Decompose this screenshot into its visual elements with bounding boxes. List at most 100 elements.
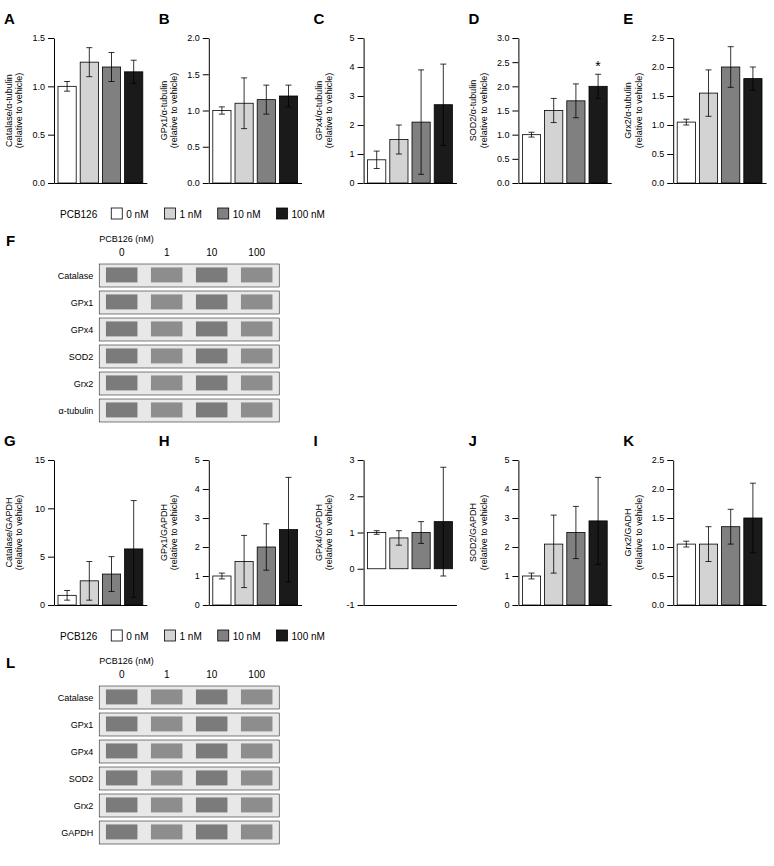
bar (589, 86, 607, 183)
y-tick-label: 1.5 (187, 70, 200, 80)
error-bar (64, 82, 70, 92)
blot-band (106, 267, 138, 282)
y-tick: 2.5 (652, 33, 674, 43)
blot-band (106, 375, 138, 390)
y-tick-mark (203, 460, 209, 461)
bar (213, 576, 231, 605)
blot-band (196, 689, 228, 704)
blot-header: PCB126 (nM) (99, 656, 154, 666)
error-bar (109, 53, 115, 82)
y-tick-label: 0.0 (497, 178, 510, 188)
bar (80, 62, 98, 183)
error-bar (528, 132, 534, 137)
x-axis-line (364, 183, 457, 184)
y-tick-mark (203, 183, 209, 184)
y-label: Grx2/α-tubulin(relative to vehicle) (623, 73, 643, 149)
y-tick: 15 (35, 455, 54, 465)
y-tick-label: 5 (504, 455, 509, 465)
y-tick-label: 1.0 (497, 130, 510, 140)
y-tick-label: 0 (504, 600, 509, 610)
error-bar (750, 483, 756, 553)
y-tick-mark (667, 605, 673, 606)
y-tick: 5 (195, 455, 209, 465)
y-tick: 1.0 (652, 542, 674, 552)
blot-band (241, 743, 273, 758)
error-bar (286, 85, 292, 107)
y-tick-label: 1.5 (652, 91, 665, 101)
y-axis: 0.00.51.01.52.02.5 (652, 33, 674, 188)
blot-band (151, 375, 183, 390)
blot-column-label: 10 (206, 247, 218, 258)
panel-label: H (159, 432, 170, 449)
blot-band (241, 321, 273, 336)
y-tick-mark (358, 605, 364, 606)
error-bar (86, 562, 92, 601)
blot-band (196, 267, 228, 282)
blot-row-label: GAPDH (61, 828, 93, 838)
legend-label: 1 nM (179, 209, 201, 220)
y-tick-label: 0 (350, 178, 355, 188)
y-label: Grx2/GADH(relative to vehicle) (623, 495, 643, 571)
x-axis (209, 183, 302, 184)
blot-column-label: 100 (248, 247, 265, 258)
y-tick-label: 2 (504, 542, 509, 552)
blot-band (241, 797, 273, 812)
y-tick-label: 0.5 (652, 571, 665, 581)
legend-label: 0 nM (126, 209, 148, 220)
blot-band (151, 797, 183, 812)
y-tick: 1.5 (652, 513, 674, 523)
y-tick-label: 3 (195, 513, 200, 523)
blot-band (106, 294, 138, 309)
y-tick-label: 10 (35, 504, 45, 514)
y-tick: 5 (40, 552, 54, 562)
blot-band (106, 689, 138, 704)
y-tick: 4 (350, 62, 364, 72)
error-bar (705, 527, 711, 562)
error-bar (131, 501, 137, 598)
y-tick: 1 (350, 149, 364, 159)
error-bar (241, 535, 247, 587)
y-tick: -1 (347, 600, 364, 610)
y-tick: 2.0 (652, 484, 674, 494)
y-tick-mark (203, 38, 209, 39)
y-axis: 012345 (504, 455, 519, 610)
error-bar (551, 515, 557, 573)
y-axis-line (54, 39, 55, 184)
error-bar (595, 477, 601, 564)
y-tick: 0.5 (652, 149, 674, 159)
y-label: GPx1/GAPDH(relative to vehicle) (159, 495, 179, 571)
legend-label: 10 nM (233, 209, 261, 220)
bar-panel: 0.00.51.01.52.0GPx1/α-tubulin(relative t… (159, 10, 302, 188)
y-tick-label: 2.0 (497, 82, 510, 92)
y-tick: 1.5 (652, 91, 674, 101)
blot-band (151, 770, 183, 785)
y-tick: 10 (35, 504, 54, 514)
blot-band (106, 321, 138, 336)
x-axis-line (55, 605, 148, 606)
y-tick: 2 (195, 542, 209, 552)
y-tick-mark (358, 569, 364, 570)
error-bar (374, 531, 380, 535)
y-tick: 2.0 (652, 62, 674, 72)
bar (213, 111, 231, 184)
y-axis: 0.00.51.01.52.02.5 (652, 455, 674, 610)
y-axis: 0.00.51.01.52.0 (187, 33, 209, 188)
error-bar (219, 573, 225, 579)
y-tick-label: 1 (350, 149, 355, 159)
y-tick: 2 (350, 120, 364, 130)
y-tick: 0.5 (187, 142, 209, 152)
blot-row-label: Catalase (58, 693, 94, 703)
y-tick-mark (667, 38, 673, 39)
panel-label: F (6, 232, 15, 249)
y-tick-label: 15 (35, 455, 45, 465)
blot-band (241, 689, 273, 704)
y-tick: 1.0 (497, 130, 519, 140)
error-bar (551, 98, 557, 122)
blot-column-label: 0 (119, 669, 125, 680)
error-bar (109, 557, 115, 592)
y-tick: 5 (350, 33, 364, 43)
x-axis-line (519, 605, 612, 606)
y-tick-mark (203, 605, 209, 606)
plot-area (58, 501, 143, 605)
y-tick: 3.0 (497, 33, 519, 43)
